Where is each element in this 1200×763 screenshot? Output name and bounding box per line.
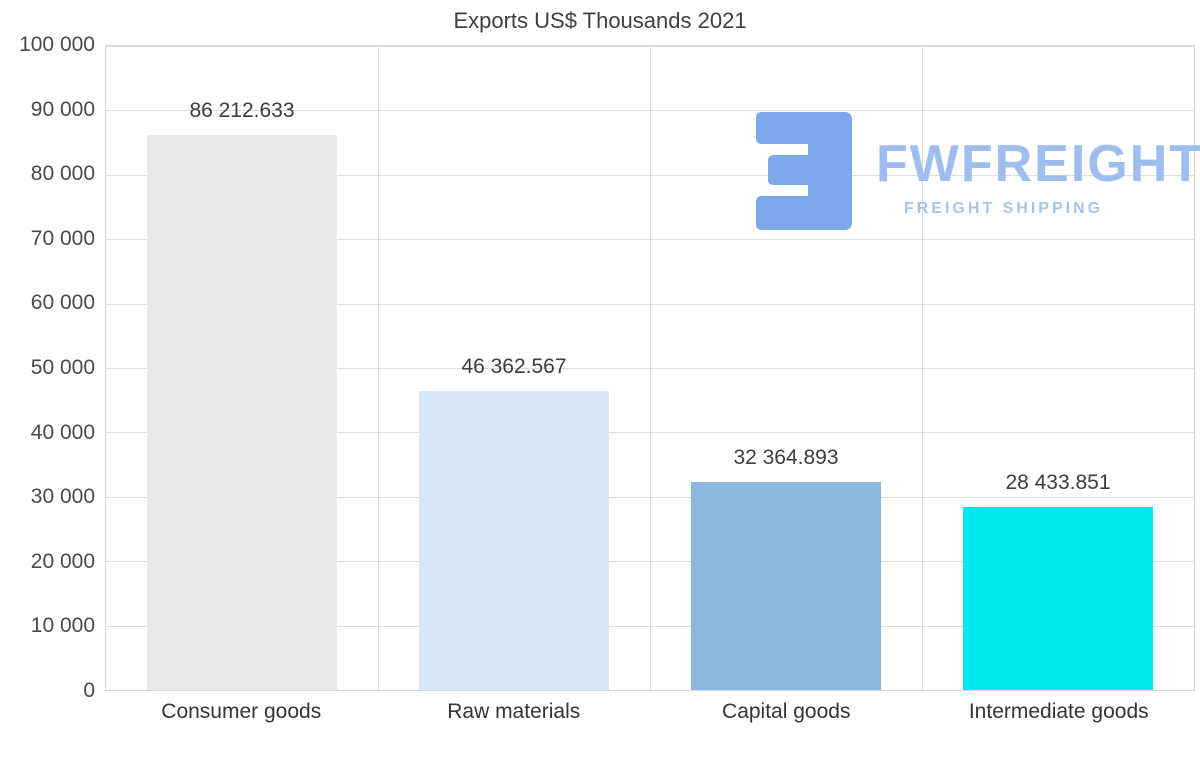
y-tick-label: 50 000 [30,356,95,379]
bar-value-label: 32 364.893 [733,445,839,469]
bar [691,481,881,690]
plot-area: FWFREIGHT FREIGHT SHIPPING 86 212.633 46 … [105,45,1200,691]
gridlines-layer [106,46,1194,690]
y-tick-label: 90 000 [30,97,95,121]
bar-group: 46 362.567 [378,46,650,690]
vertical-gridline [650,46,651,690]
vertical-gridline [922,46,923,690]
bar-value-label: 28 433.851 [1005,470,1111,494]
x-axis: Consumer goods Raw materials Capital goods… [105,700,1195,724]
chart-title: Exports US$ Thousands 2021 [453,8,747,33]
y-tick-label: 60 000 [30,291,95,315]
brand-block: FWFREIGHT FREIGHT SHIPPING [876,112,1200,218]
brand-tagline: FREIGHT SHIPPING [903,200,1104,217]
bars-layer: 86 212.633 46 362.567 32 364.893 28 433.851 [106,46,1194,690]
x-category-label: Capital goods [722,700,851,723]
bar-value-label: 46 362.567 [461,355,567,379]
x-category-label: Raw materials [447,700,581,723]
bar-group: 28 433.851 [922,46,1194,690]
y-tick-label: 80 000 [30,162,95,186]
brand-name: FWFREIGHT [876,135,1200,193]
bar-group: 86 212.633 [106,46,378,690]
bar [147,134,337,690]
y-tick-label: 30 000 [30,485,95,509]
y-tick-label: 10 000 [30,614,95,638]
vertical-gridline [378,46,379,690]
y-tick-label: 70 000 [30,226,95,250]
x-category-label: Consumer goods [161,700,322,723]
bar [963,506,1153,690]
watermark: FWFREIGHT FREIGHT SHIPPING [756,112,1200,235]
bar-group: 32 364.893 [650,46,922,690]
x-category-label: Intermediate goods [968,700,1149,723]
bar [419,391,609,690]
y-tick-label: 40 000 [30,420,95,444]
fwfreight-logo-icon [756,112,852,235]
y-tick-label: 0 [83,679,95,702]
y-tick-label: 20 000 [30,549,95,573]
y-tick-label: 100 000 [19,33,95,56]
bar-value-label: 86 212.633 [189,98,295,122]
y-axis: 0 10 000 20 000 30 000 40 000 50 000 60 000 70 … [0,33,95,702]
